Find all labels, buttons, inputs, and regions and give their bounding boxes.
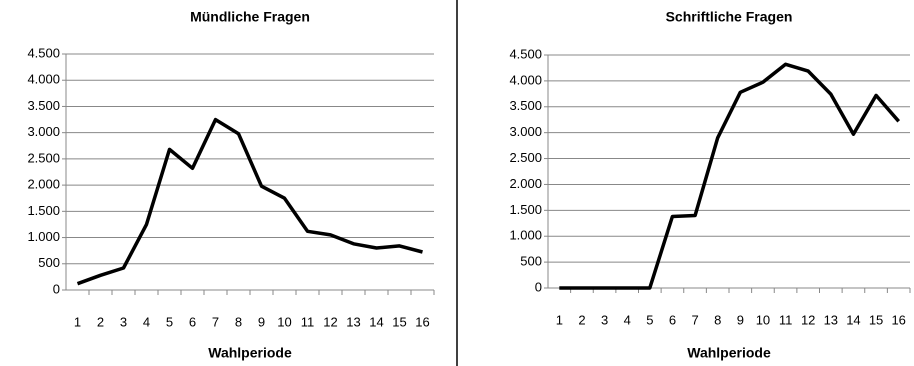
x-tick-label: 16 — [891, 312, 905, 327]
x-tick-label: 3 — [120, 314, 127, 329]
x-tick-label: 5 — [646, 312, 653, 327]
y-tick-label: 4.000 — [27, 72, 60, 87]
y-tick-label: 3.000 — [27, 124, 60, 139]
y-tick-label: 2.000 — [509, 176, 542, 191]
y-tick-label: 4.000 — [509, 72, 542, 87]
x-axis-label: Wahlperiode — [687, 345, 771, 361]
x-tick-label: 4 — [143, 314, 150, 329]
x-tick-label: 7 — [212, 314, 219, 329]
y-tick-label: 1.000 — [27, 229, 60, 244]
y-tick-label: 0 — [53, 281, 60, 296]
y-tick-label: 4.500 — [27, 45, 60, 60]
x-tick-label: 5 — [166, 314, 173, 329]
x-tick-label: 3 — [601, 312, 608, 327]
x-tick-label: 10 — [756, 312, 770, 327]
y-tick-label: 500 — [520, 254, 542, 269]
y-tick-label: 2.000 — [27, 177, 60, 192]
x-tick-label: 1 — [556, 312, 563, 327]
x-tick-label: 11 — [301, 314, 315, 329]
x-tick-label: 15 — [869, 312, 883, 327]
y-tick-label: 2.500 — [27, 150, 60, 165]
y-tick-label: 3.500 — [509, 98, 542, 113]
x-tick-label: 13 — [824, 312, 838, 327]
y-tick-label: 1.500 — [27, 203, 60, 218]
x-tick-label: 6 — [669, 312, 676, 327]
y-tick-label: 3.500 — [27, 98, 60, 113]
x-tick-label: 15 — [392, 314, 406, 329]
x-axis-label: Wahlperiode — [208, 345, 292, 361]
x-tick-label: 2 — [578, 312, 585, 327]
x-tick-label: 7 — [691, 312, 698, 327]
x-tick-label: 13 — [346, 314, 360, 329]
y-tick-label: 1.000 — [509, 228, 542, 243]
y-tick-label: 2.500 — [509, 150, 542, 165]
y-tick-label: 3.000 — [509, 124, 542, 139]
x-tick-label: 4 — [624, 312, 631, 327]
x-tick-label: 6 — [189, 314, 196, 329]
x-tick-label: 16 — [415, 314, 429, 329]
x-tick-label: 12 — [801, 312, 815, 327]
chart-title: Mündliche Fragen — [190, 9, 310, 25]
line-series — [76, 117, 423, 286]
x-tick-label: 8 — [235, 314, 242, 329]
x-tick-label: 10 — [277, 314, 291, 329]
y-tick-label: 0 — [535, 279, 542, 294]
x-tick-label: 11 — [779, 312, 793, 327]
line-series — [559, 62, 901, 290]
y-tick-label: 4.500 — [509, 46, 542, 61]
x-tick-label: 1 — [74, 314, 81, 329]
x-tick-label: 14 — [369, 314, 383, 329]
chart-title: Schriftliche Fragen — [666, 9, 793, 25]
x-tick-label: 2 — [97, 314, 104, 329]
x-tick-label: 12 — [323, 314, 337, 329]
x-tick-label: 8 — [714, 312, 721, 327]
x-tick-label: 9 — [737, 312, 744, 327]
y-tick-label: 500 — [38, 255, 60, 270]
x-tick-label: 14 — [846, 312, 860, 327]
y-tick-label: 1.500 — [509, 202, 542, 217]
x-tick-label: 9 — [258, 314, 265, 329]
